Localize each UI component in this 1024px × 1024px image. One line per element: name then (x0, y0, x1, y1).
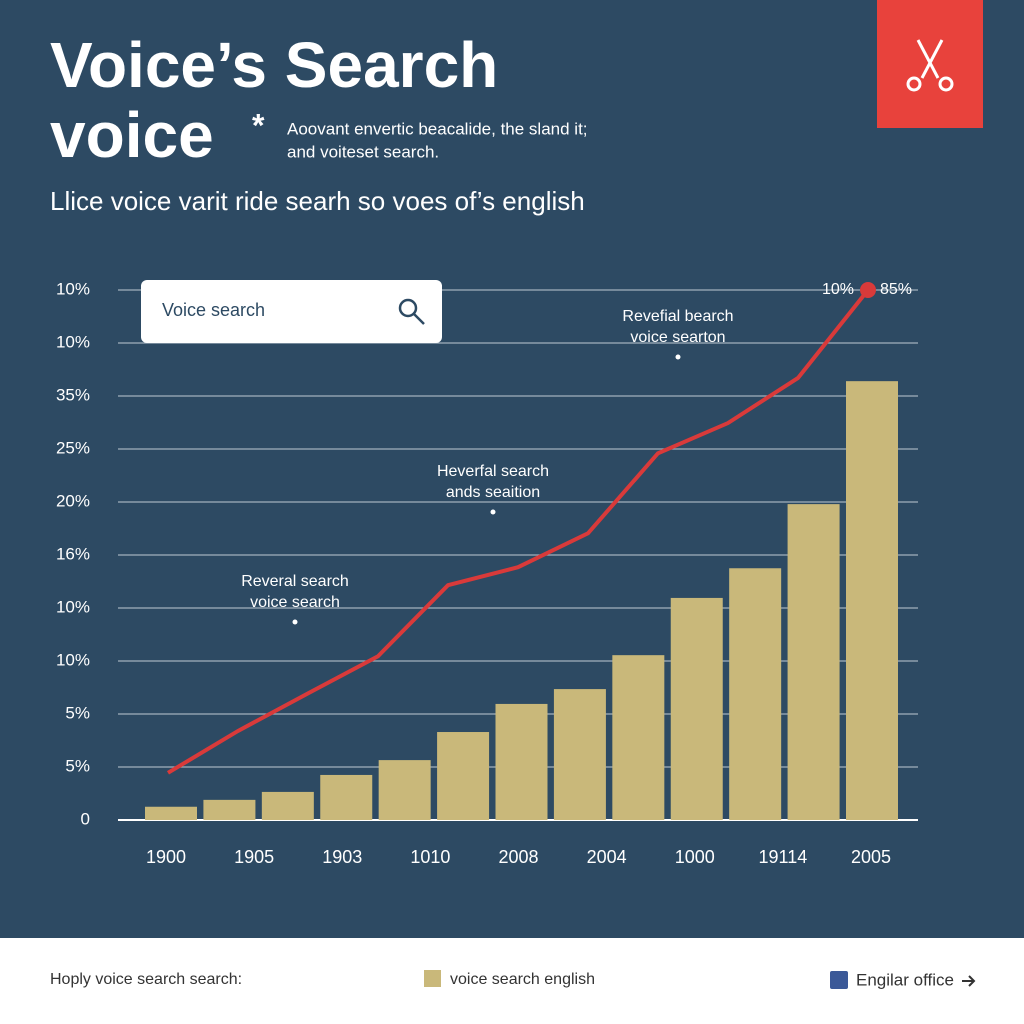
x-tick-label: 2004 (587, 847, 627, 867)
bar (729, 568, 782, 820)
scissors-icon (906, 39, 954, 92)
search-icon (398, 298, 425, 325)
annotation: Heverfal search (437, 463, 549, 480)
annotation: voice search (250, 594, 340, 611)
annotation: voice searton (630, 329, 725, 346)
footer-link[interactable]: Engilar office (856, 970, 954, 989)
bar (846, 381, 898, 820)
bar (553, 689, 606, 820)
y-tick-label: 0 (81, 809, 90, 828)
end-label: 10% (822, 281, 854, 298)
title: voice (50, 99, 214, 171)
x-tick-label: 2008 (498, 847, 538, 867)
y-tick-label: 10% (56, 279, 90, 298)
note: Aoovant envertic beacalide, the sland it… (287, 119, 588, 138)
search-placeholder: Voice search (162, 300, 265, 320)
footer-text: Hoply voice search search: (50, 971, 242, 988)
bar (320, 774, 373, 820)
bar (261, 791, 314, 820)
y-tick-label: 10% (56, 597, 90, 616)
note: and voiteset search. (287, 142, 439, 161)
annotation-dot (675, 354, 681, 360)
x-tick-label: 1000 (675, 847, 715, 867)
annotation-dot (292, 619, 298, 625)
x-tick-label: 2005 (851, 847, 891, 867)
trend-line (166, 288, 870, 775)
x-tick-label: 1010 (410, 847, 450, 867)
bar (670, 597, 723, 820)
subtitle: Llice voice varit ride searh so voes of’… (50, 186, 585, 216)
x-tick-label: 19114 (759, 847, 808, 867)
annotation: ands seaition (446, 484, 540, 501)
title: Voice’s Search (50, 29, 498, 101)
y-tick-label: 5% (65, 703, 90, 722)
bar (612, 655, 665, 820)
asterisk: * (252, 107, 265, 143)
y-tick-label: 20% (56, 491, 90, 510)
x-tick-label: 1900 (146, 847, 186, 867)
end-dot (860, 282, 876, 298)
x-tick-label: 1903 (322, 847, 362, 867)
facebook-icon[interactable] (830, 971, 848, 989)
bar (437, 732, 490, 820)
y-tick-label: 25% (56, 438, 90, 457)
bar (787, 504, 840, 820)
bar (203, 799, 256, 820)
plot: 0 5% 5% 10% 10% 16% 20% 25% 35% 10% 10% 10% 85% 1900 1… (56, 279, 918, 867)
annotation-dot (490, 509, 496, 515)
y-tick-label: 10% (56, 332, 90, 351)
y-tick-label: 10% (56, 650, 90, 669)
legend-swatch (424, 970, 441, 987)
y-tick-label: 35% (56, 385, 90, 404)
bar (145, 806, 197, 820)
x-tick-label: 1905 (234, 847, 274, 867)
annotation: Revefial bearch (622, 308, 733, 325)
end-label: 85% (880, 281, 912, 298)
bar (378, 760, 431, 820)
bar (495, 703, 548, 820)
search-box[interactable] (141, 280, 442, 343)
footer-band (0, 938, 1024, 1024)
y-tick-label: 16% (56, 544, 90, 563)
arrow-icon (962, 975, 976, 987)
legend-label: voice search english (450, 971, 595, 988)
y-tick-label: 5% (65, 756, 90, 775)
annotation: Reveral search (241, 573, 349, 590)
